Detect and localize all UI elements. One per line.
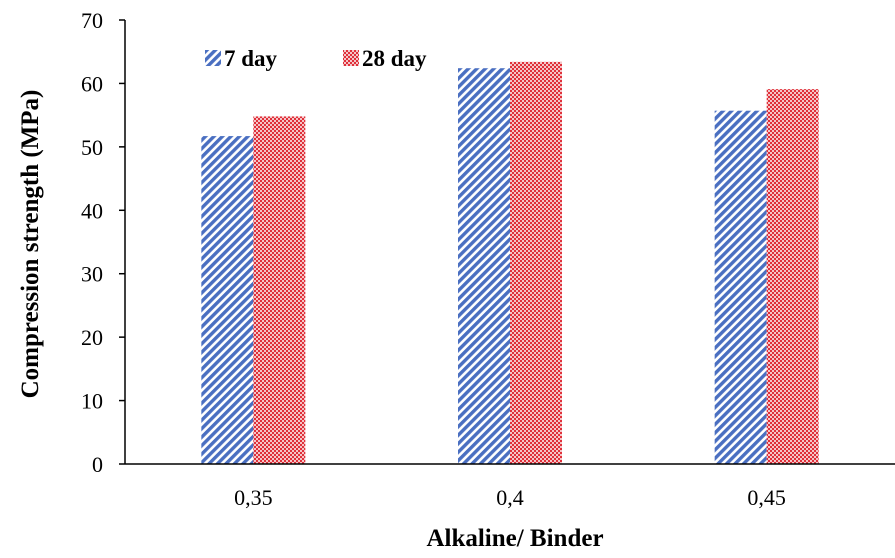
y-tick-label: 20 <box>81 325 103 350</box>
bars <box>201 61 819 465</box>
bar-7-day-2 <box>458 68 510 464</box>
legend-label-7-day: 7 day <box>224 46 278 71</box>
legend: 7 day 28 day <box>205 46 427 71</box>
legend-swatch-7-day <box>205 50 221 66</box>
legend-label-28-day: 28 day <box>362 46 427 71</box>
bar-28-day-2 <box>510 61 562 465</box>
y-tick-label: 60 <box>81 71 103 96</box>
y-tick-label: 40 <box>81 198 103 223</box>
x-tick-label: 0,4 <box>496 485 524 510</box>
y-tick-label: 10 <box>81 389 103 414</box>
y-tick-label: 0 <box>92 452 103 477</box>
bar-28-day-3 <box>766 89 819 464</box>
bar-7-day-3 <box>714 110 767 465</box>
x-tick-label: 0,35 <box>234 485 273 510</box>
x-axis-ticks: 0,35 0,4 0,45 <box>234 485 786 510</box>
bar-28-day-1 <box>253 116 306 464</box>
y-axis-ticks: 0 10 20 30 40 50 60 70 <box>81 8 125 477</box>
y-tick-label: 50 <box>81 135 103 160</box>
x-axis-title: Alkaline/ Binder <box>426 525 603 552</box>
bar-7-day-1 <box>201 136 254 464</box>
y-axis-title: Compression strength (MPa) <box>17 90 44 399</box>
legend-swatch-28-day <box>343 50 359 66</box>
y-tick-label: 70 <box>81 8 103 33</box>
y-tick-label: 30 <box>81 262 103 287</box>
x-tick-label: 0,45 <box>747 485 786 510</box>
